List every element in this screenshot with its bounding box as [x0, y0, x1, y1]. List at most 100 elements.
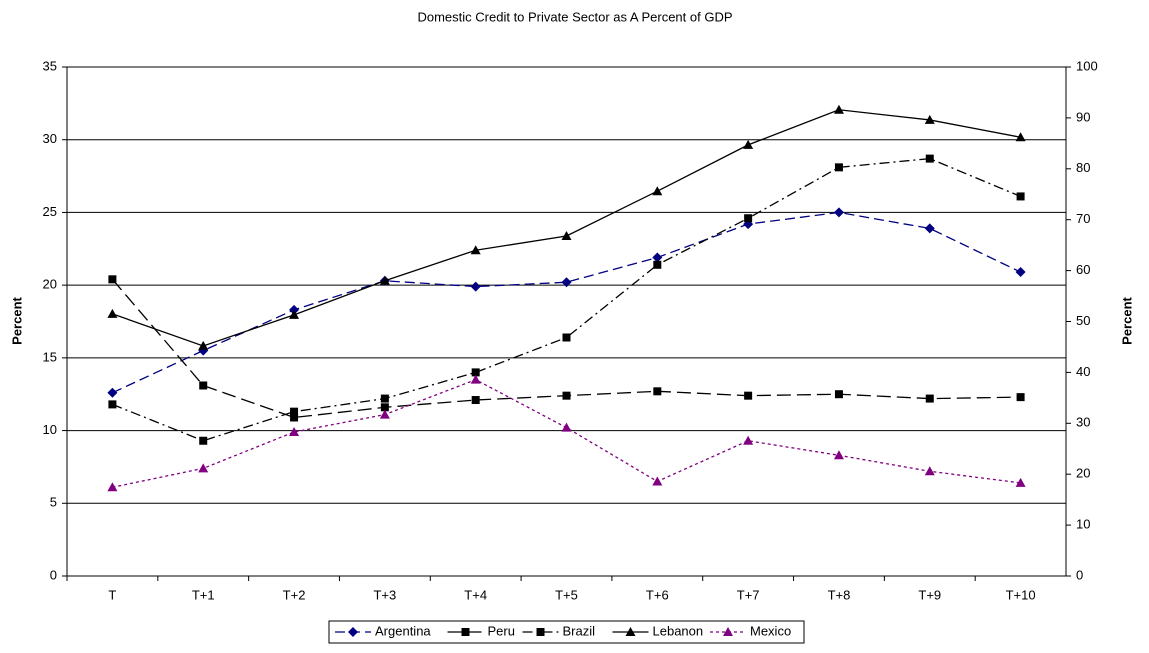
- y2-tick-label: 80: [1076, 160, 1090, 175]
- y2-tick-label: 0: [1076, 567, 1083, 582]
- marker: [1016, 192, 1025, 201]
- marker: [653, 260, 662, 269]
- y2-tick-label: 30: [1076, 415, 1090, 430]
- marker: [652, 252, 663, 263]
- marker: [289, 304, 300, 315]
- y2-tick-label: 10: [1076, 517, 1090, 532]
- marker: [471, 368, 480, 377]
- marker: [924, 223, 935, 234]
- x-tick-label: T+9: [918, 587, 941, 602]
- y-tick-label: 10: [43, 422, 57, 437]
- x-tick-label: T+6: [646, 587, 669, 602]
- marker: [108, 275, 117, 284]
- x-tick-label: T+4: [464, 587, 487, 602]
- marker: [744, 214, 753, 223]
- marker: [834, 163, 843, 172]
- x-tick-label: T+1: [192, 587, 215, 602]
- marker: [743, 139, 754, 149]
- marker: [198, 463, 209, 473]
- marker: [107, 482, 118, 492]
- y2-tick-label: 90: [1076, 109, 1090, 124]
- marker: [379, 409, 390, 419]
- marker: [924, 466, 935, 476]
- marker: [1015, 267, 1026, 278]
- marker: [562, 333, 571, 342]
- marker: [379, 275, 390, 285]
- marker: [470, 374, 481, 384]
- y-tick-label: 30: [43, 131, 57, 146]
- marker: [743, 435, 754, 445]
- legend-marker: [625, 627, 636, 636]
- y-axis-label: Percent: [9, 296, 24, 344]
- series-line: [112, 211, 1021, 394]
- y2-tick-label: 100: [1076, 58, 1098, 73]
- x-tick-label: T+7: [737, 587, 760, 602]
- series-line: [112, 109, 1021, 347]
- marker: [199, 381, 208, 390]
- x-tick-label: T: [108, 587, 116, 602]
- y-tick-label: 0: [50, 567, 57, 582]
- y2-tick-label: 50: [1076, 313, 1090, 328]
- marker: [561, 277, 572, 288]
- marker: [108, 400, 117, 409]
- legend-marker: [348, 627, 358, 637]
- marker: [290, 407, 299, 416]
- marker: [1015, 132, 1026, 142]
- marker: [925, 154, 934, 163]
- marker: [198, 340, 209, 350]
- legend-label: Peru: [488, 623, 515, 638]
- marker: [380, 394, 389, 403]
- marker: [561, 422, 572, 432]
- x-tick-label: T+10: [1006, 587, 1036, 602]
- legend-marker: [461, 628, 470, 636]
- legend-label: Argentina: [375, 623, 431, 638]
- series-line: [112, 157, 1021, 442]
- marker: [925, 394, 934, 403]
- marker: [833, 104, 844, 114]
- marker: [1016, 393, 1025, 402]
- legend-label: Mexico: [750, 623, 791, 638]
- legend-label: Brazil: [563, 623, 596, 638]
- y2-tick-label: 70: [1076, 211, 1090, 226]
- y2-tick-label: 60: [1076, 262, 1090, 277]
- chart-title: Domestic Credit to Private Sector as A P…: [417, 9, 732, 24]
- marker: [199, 436, 208, 445]
- marker: [834, 390, 843, 399]
- x-tick-label: T+3: [373, 587, 396, 602]
- legend-marker: [723, 627, 733, 636]
- marker: [652, 476, 663, 486]
- y-tick-label: 25: [43, 204, 57, 219]
- legend-label: Lebanon: [653, 623, 704, 638]
- marker: [833, 207, 844, 218]
- y-tick-label: 5: [50, 495, 57, 510]
- marker: [833, 450, 844, 460]
- marker: [380, 403, 389, 412]
- y2-tick-label: 40: [1076, 364, 1090, 379]
- legend-marker: [536, 628, 545, 636]
- y2-axis-label: Percent: [1119, 296, 1134, 344]
- marker: [653, 387, 662, 396]
- y-tick-label: 35: [43, 58, 57, 73]
- marker: [289, 309, 300, 319]
- marker: [470, 281, 481, 292]
- x-tick-label: T+2: [283, 587, 306, 602]
- y2-tick-label: 20: [1076, 466, 1090, 481]
- series-line: [112, 378, 1021, 488]
- y-tick-label: 20: [43, 277, 57, 292]
- marker: [470, 245, 481, 255]
- x-tick-label: T+8: [828, 587, 851, 602]
- marker: [744, 391, 753, 400]
- x-tick-label: T+5: [555, 587, 578, 602]
- marker: [561, 230, 572, 240]
- marker: [107, 308, 118, 318]
- marker: [562, 391, 571, 400]
- legend-box: [328, 620, 805, 644]
- marker: [1015, 477, 1026, 487]
- marker: [107, 387, 118, 398]
- marker: [471, 396, 480, 405]
- legend: Argentina Peru Brazil Lebanon Mexico: [328, 620, 805, 644]
- marker: [924, 114, 935, 124]
- marker: [289, 427, 300, 437]
